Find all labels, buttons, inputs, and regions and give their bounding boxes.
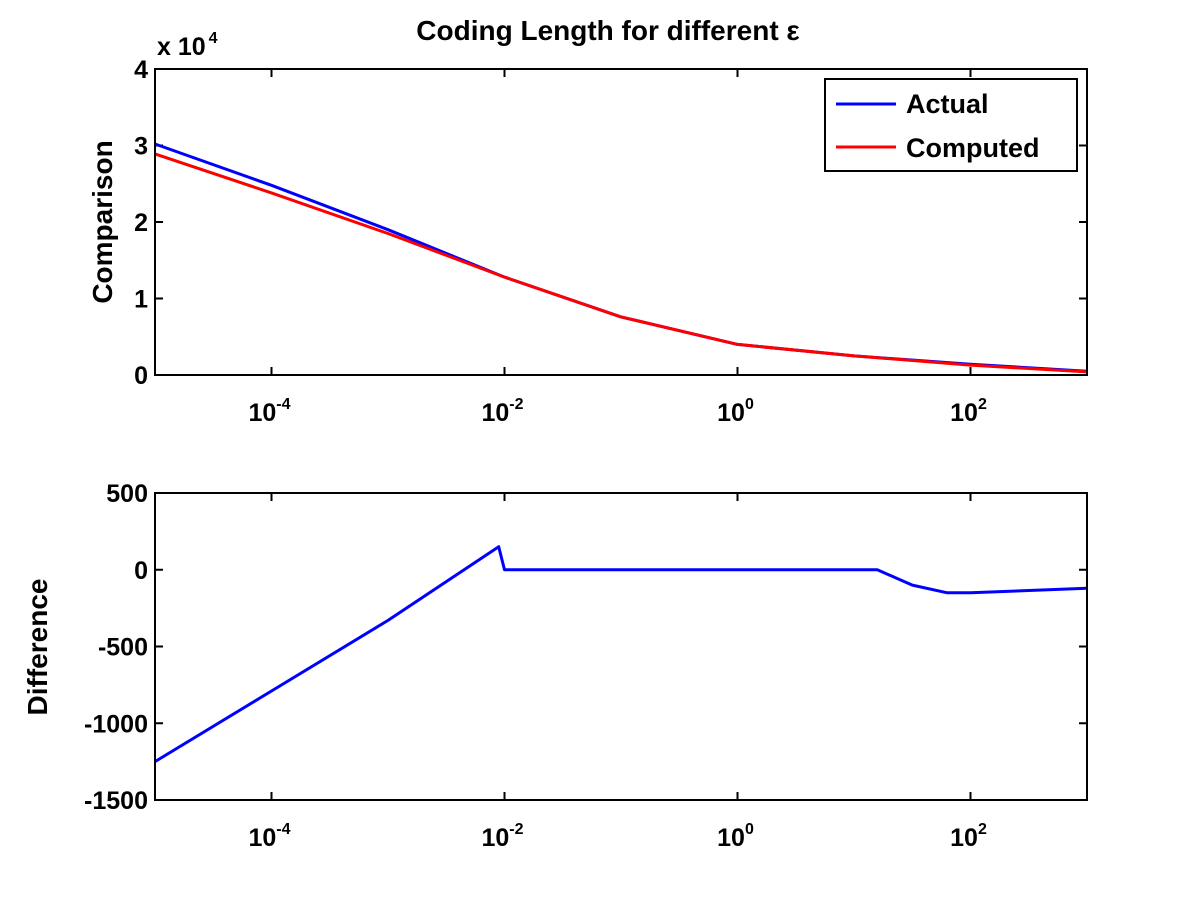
difference-xtick-label: 102 [950, 821, 987, 852]
difference-lines [154, 545, 1088, 763]
xtick-exponent: 2 [978, 396, 987, 413]
difference-axes-frame [154, 492, 1088, 801]
comparison-ytick-label: 2 [134, 209, 148, 237]
xtick-exponent: 0 [745, 396, 754, 413]
xtick-base: 10 [248, 824, 276, 852]
difference-ytick-label: -500 [98, 634, 148, 662]
comparison-lines [154, 142, 1088, 374]
difference-axes-background [155, 493, 1087, 800]
difference-ytick-label: 0 [134, 557, 148, 585]
xtick-exponent: -4 [276, 821, 290, 838]
comparison-ytick-label: 1 [134, 286, 148, 314]
difference-xtick-label: 100 [717, 821, 754, 852]
xtick-base: 10 [248, 399, 276, 427]
legend-label-actual: Actual [906, 89, 989, 119]
xtick-exponent: 0 [745, 821, 754, 838]
legend-label-computed: Computed [906, 133, 1039, 163]
difference-ytick-label: -1000 [84, 710, 148, 738]
xtick-base: 10 [717, 399, 745, 427]
comparison-ylabel: Comparison [87, 140, 118, 303]
xtick-base: 10 [481, 824, 509, 852]
y-multiplier-base: x 10 [157, 33, 206, 61]
comparison-xtick-label: 10-4 [248, 396, 290, 427]
y-multiplier-exponent: 4 [209, 30, 218, 47]
comparison-ytick-label: 0 [134, 362, 148, 390]
xtick-base: 10 [950, 824, 978, 852]
comparison-series-computed [154, 152, 1088, 374]
xtick-base: 10 [717, 824, 745, 852]
comparison-ytick-label: 4 [134, 56, 148, 84]
y-multiplier: x 10 4 [157, 30, 218, 61]
xtick-base: 10 [950, 399, 978, 427]
xtick-exponent: -2 [509, 821, 523, 838]
comparison-xtick-label: 10-2 [481, 396, 523, 427]
xtick-exponent: -2 [509, 396, 523, 413]
xtick-base: 10 [481, 399, 509, 427]
xtick-exponent: -4 [276, 396, 290, 413]
difference-ylabel: Difference [22, 579, 53, 716]
difference-ytick-label: -1500 [84, 787, 148, 815]
comparison-xtick-label: 100 [717, 396, 754, 427]
difference-xtick-label: 10-2 [481, 821, 523, 852]
comparison-ytick-label: 3 [134, 133, 148, 161]
comparison-axes-frame [154, 68, 1088, 376]
difference-series-difference [154, 545, 1088, 763]
comparison-xtick-label: 102 [950, 396, 987, 427]
xtick-exponent: 2 [978, 821, 987, 838]
chart-title: Coding Length for different ε [416, 15, 799, 46]
legend: Actual Computed [824, 78, 1078, 172]
difference-xtick-label: 10-4 [248, 821, 290, 852]
legend-box [824, 78, 1078, 172]
difference-ytick-label: 500 [106, 480, 148, 508]
